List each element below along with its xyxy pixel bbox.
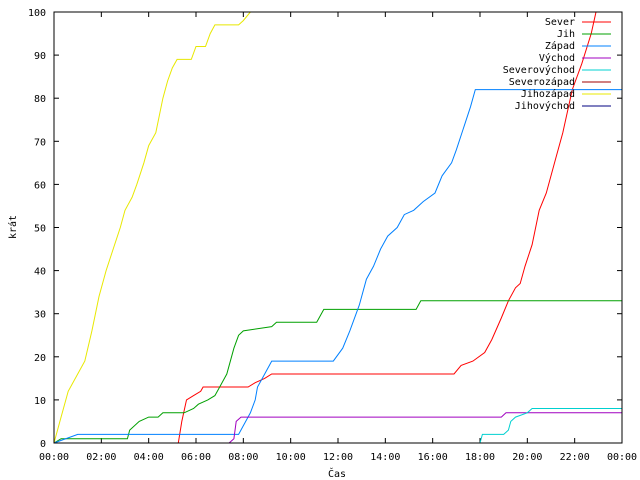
x-tick-label: 08:00	[228, 452, 258, 463]
x-tick-label: 22:00	[560, 452, 590, 463]
legend-label: Severozápad	[509, 76, 575, 88]
x-tick-label: 00:00	[607, 452, 637, 463]
y-tick-label: 40	[34, 267, 46, 278]
legend-label: Severovýchod	[503, 64, 575, 76]
y-axis-label: krát	[7, 215, 19, 239]
series-line-Východ	[228, 412, 622, 444]
legend-label: Jih	[557, 29, 575, 40]
y-tick-label: 100	[28, 8, 46, 19]
series-line-Západ	[53, 89, 622, 444]
series-line-Sever	[177, 11, 597, 444]
x-tick-label: 06:00	[181, 452, 211, 463]
legend-label: Jihovýchod	[515, 100, 575, 112]
series-lines	[53, 11, 622, 444]
x-tick-label: 16:00	[418, 452, 448, 463]
x-tick-label: 04:00	[134, 452, 164, 463]
x-tick-label: 12:00	[323, 452, 353, 463]
x-axis-label: Čas	[328, 467, 346, 480]
legend-label: Jihozápad	[521, 88, 575, 100]
legend-label: Východ	[539, 52, 575, 64]
x-tick-label: 14:00	[370, 452, 400, 463]
axis-ticks: 00:00 02:00 04:00 06:00 08:00 10:00 12:00 14:00…	[28, 8, 637, 463]
x-tick-label: 00:00	[39, 452, 69, 463]
y-tick-label: 70	[34, 137, 46, 148]
y-tick-label: 50	[34, 224, 46, 235]
y-tick-label: 10	[34, 396, 46, 407]
y-tick-label: 60	[34, 180, 46, 191]
y-tick-label: 80	[34, 94, 46, 105]
y-tick-label: 30	[34, 310, 46, 321]
legend-label: Západ	[545, 40, 575, 52]
x-tick-label: 10:00	[276, 452, 306, 463]
y-tick-label: 90	[34, 51, 46, 62]
x-tick-label: 02:00	[86, 452, 116, 463]
x-tick-label: 18:00	[465, 452, 495, 463]
x-tick-label: 20:00	[512, 452, 542, 463]
series-line-Severovýchod	[479, 408, 622, 444]
series-line-Jih	[53, 300, 622, 444]
legend: SeverJihZápadVýchodSeverovýchodSeverozáp…	[503, 17, 611, 112]
plot-frame	[53, 11, 623, 444]
series-line-Jihozápad	[53, 11, 251, 444]
y-tick-label: 0	[40, 439, 46, 450]
legend-label: Sever	[545, 17, 575, 28]
y-tick-label: 20	[34, 353, 46, 364]
